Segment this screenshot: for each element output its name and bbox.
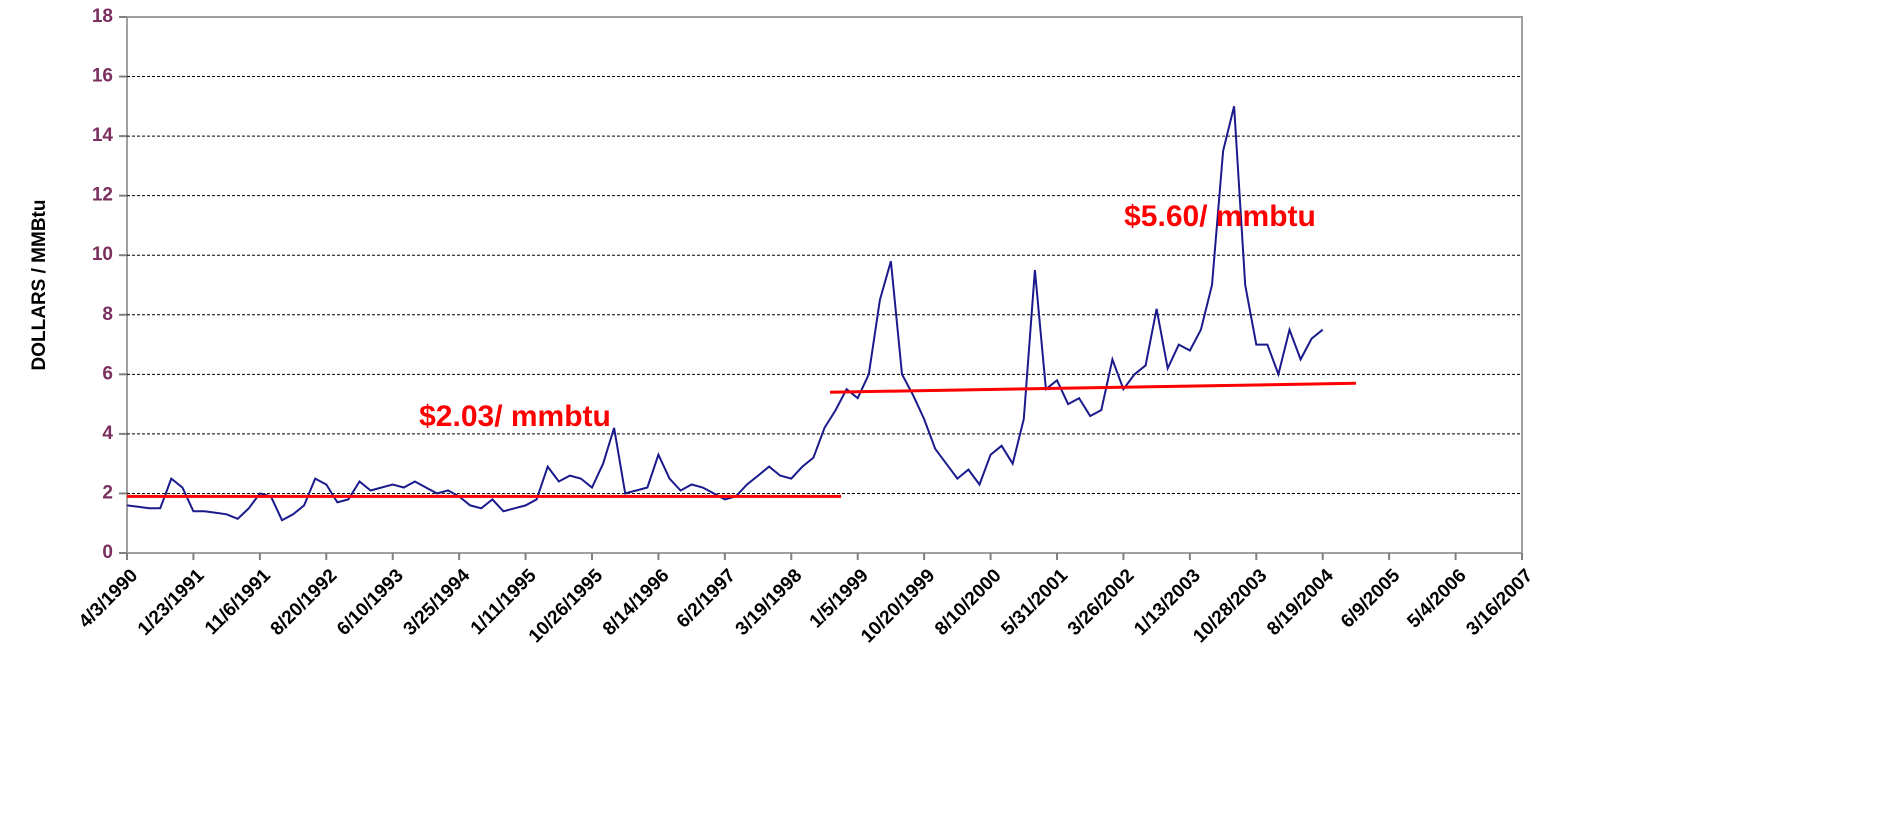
x-tick-label: 6/9/2005 <box>1337 565 1404 632</box>
x-tick-label: 3/25/1994 <box>400 565 475 640</box>
y-tick-label: 4 <box>102 423 113 444</box>
trend-label: $5.60/ mmbtu <box>1124 200 1316 233</box>
plot-frame <box>126 16 1523 554</box>
price-line <box>126 106 1324 522</box>
y-axis-title: DOLLARS / MMBtu <box>29 200 50 371</box>
x-tick-label: 6/2/1997 <box>673 565 740 632</box>
x-tick-label: 5/31/2001 <box>997 565 1072 640</box>
x-tick-label: 1/5/1999 <box>806 565 873 632</box>
y-tick-label: 18 <box>92 6 113 27</box>
x-tick-label: 6/10/1993 <box>333 565 408 640</box>
y-tick-label: 8 <box>102 304 113 325</box>
x-tick-label: 1/23/1991 <box>134 565 209 640</box>
x-tick-label: 8/19/2004 <box>1263 565 1338 640</box>
y-tick-label: 10 <box>92 244 113 265</box>
y-tick-label: 14 <box>92 125 114 146</box>
x-tick-label: 5/4/2006 <box>1404 565 1471 632</box>
x-tick-label: 8/10/2000 <box>931 565 1006 640</box>
trend-line <box>830 381 1356 394</box>
y-tick-label: 6 <box>102 363 113 384</box>
trend-label: $2.03/ mmbtu <box>419 400 611 433</box>
x-tick-label: 4/3/1990 <box>75 565 142 632</box>
x-tick-label: 3/26/2002 <box>1064 565 1139 640</box>
x-tick-label: 8/20/1992 <box>267 565 342 640</box>
x-tick-label: 11/6/1991 <box>201 565 275 639</box>
y-tick-label: 0 <box>102 542 113 563</box>
x-tick-label: 3/19/1998 <box>732 565 807 640</box>
x-tick-label: 8/14/1996 <box>599 565 674 640</box>
y-tick-label: 16 <box>92 66 113 87</box>
y-tick-label: 2 <box>102 482 113 503</box>
x-tick-label: 3/16/2007 <box>1462 565 1537 640</box>
y-tick-label: 12 <box>92 185 113 206</box>
